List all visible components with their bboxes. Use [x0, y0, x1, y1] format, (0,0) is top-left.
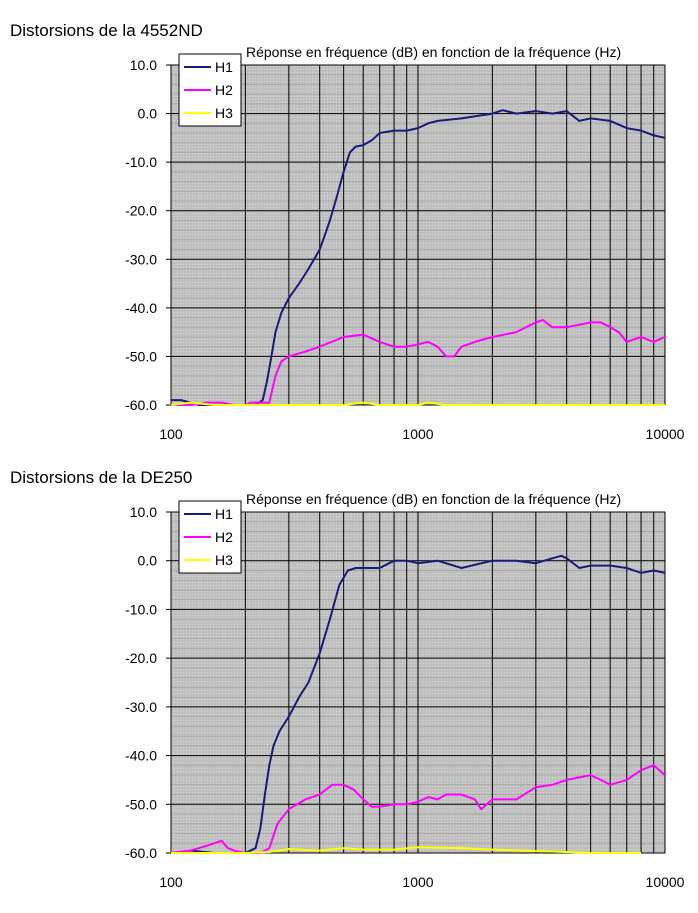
legend-label: H2	[215, 529, 233, 545]
x-tick-label: 10000	[646, 874, 685, 890]
chart-heading: Distorsions de la DE250	[10, 468, 193, 487]
y-tick-label: -60.0	[125, 845, 157, 861]
series-line-h1	[170, 554, 666, 854]
chart-title: Réponse en fréquence (dB) en fonction de…	[246, 491, 622, 507]
y-tick-label: -60.0	[125, 397, 157, 413]
series-line-h3	[171, 846, 642, 854]
legend-label: H1	[215, 506, 233, 522]
y-tick-label: 10.0	[130, 57, 157, 73]
x-tick-label: 1000	[402, 426, 433, 442]
y-tick-label: -50.0	[125, 796, 157, 812]
y-tick-label: -10.0	[125, 154, 157, 170]
y-tick-label: -20.0	[125, 650, 157, 666]
series-line-h3	[170, 401, 665, 406]
chart-svg-de250: 10.00.0-10.0-20.0-30.0-40.0-50.0-60.0100…	[125, 500, 685, 890]
y-tick-label: -40.0	[125, 300, 157, 316]
legend-label: H3	[215, 105, 233, 121]
chart-de250: 10.0 0.0 -10.0 -20.0 -30.0 -40.0 -50.0 -60.0 100…	[0, 456, 698, 912]
legend-label: H1	[215, 59, 233, 75]
y-tick-label: -30.0	[125, 251, 157, 267]
chart-heading: Distorsions de la 4552ND	[10, 21, 203, 40]
chart-svg-4552nd: 10.00.0-10.0-20.0-30.0-40.0-50.0-60.0100…	[125, 53, 685, 442]
x-tick-label: 1000	[402, 874, 433, 890]
y-tick-label: -30.0	[125, 699, 157, 715]
x-tick-label: 100	[159, 874, 183, 890]
legend-label: H2	[215, 82, 233, 98]
chart-title: Réponse en fréquence (dB) en fonction de…	[246, 44, 622, 60]
x-tick-label: 10000	[646, 426, 685, 442]
y-tick-label: -10.0	[125, 601, 157, 617]
y-tick-label: 0.0	[138, 106, 158, 122]
y-tick-label: -40.0	[125, 748, 157, 764]
legend-label: H3	[215, 552, 233, 568]
y-tick-label: 10.0	[130, 504, 157, 520]
x-tick-label: 100	[159, 426, 183, 442]
series-line-h2	[171, 319, 666, 406]
y-tick-label: -50.0	[125, 348, 157, 364]
y-tick-label: -20.0	[125, 203, 157, 219]
y-tick-label: 0.0	[138, 553, 158, 569]
chart-4552nd: 10.0 0.0 -10.0 -20.0 -30.0 -40.0 -50.0 -60.0 100…	[0, 0, 698, 456]
series-line-h1	[171, 109, 666, 406]
